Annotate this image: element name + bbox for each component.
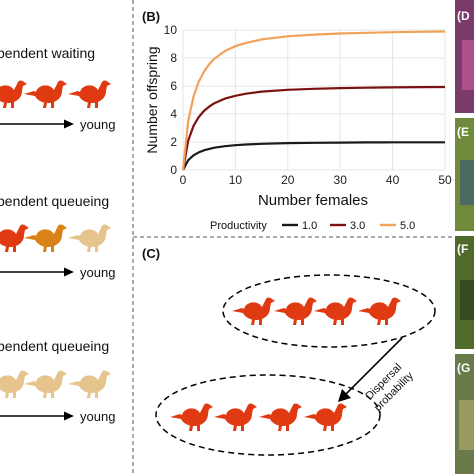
bird-icon (358, 297, 401, 325)
young-label-1: young (80, 117, 115, 132)
x-tick-label: 0 (180, 173, 187, 187)
bird-icon (259, 403, 302, 431)
panel-c: (C) Dispersal probability (142, 246, 436, 456)
legend-label-3.0: 3.0 (350, 220, 365, 232)
bird-group-lower (170, 403, 347, 431)
bird-icon (0, 370, 29, 398)
x-tick-label: 40 (386, 173, 400, 187)
photo-e-accent (460, 160, 474, 205)
grid (182, 29, 446, 171)
y-axis-label: Number offspring (144, 46, 160, 153)
x-tick-label: 10 (229, 173, 243, 187)
bird-icon (214, 403, 257, 431)
bird-icon (68, 370, 111, 398)
photo-strip: (D (E (F (G (455, 0, 474, 474)
legend: Productivity 1.0 3.0 5.0 (210, 220, 415, 232)
arrowhead-icon (64, 267, 74, 277)
line-chart: 0 10 20 30 40 50 0 2 4 6 8 10 Number females Numbe… (144, 23, 452, 232)
x-tick-label: 20 (281, 173, 295, 187)
bird-row-2 (0, 224, 111, 252)
photo-f-accent (460, 280, 474, 320)
young-label-2: young (80, 265, 115, 280)
bird-icon (232, 297, 275, 325)
panel-label-b: (B) (142, 9, 160, 24)
photo-label-g: (G (457, 361, 470, 375)
y-tick-label: 6 (170, 79, 177, 93)
series-line-1.0 (182, 141, 445, 171)
y-tick-label: 0 (170, 163, 177, 177)
legend-items: 1.0 3.0 5.0 (282, 220, 415, 232)
x-axis-ticks: 0 10 20 30 40 50 (180, 173, 452, 187)
young-label-3: young (80, 409, 115, 424)
dispersal-arrowhead-icon (338, 389, 351, 402)
bird-icon (24, 370, 67, 398)
bird-icon (24, 80, 67, 108)
bird-icon (68, 80, 111, 108)
panel-a: pendent waiting young pendent queueing y… (0, 45, 115, 424)
x-axis-label: Number females (258, 192, 368, 209)
photo-g-accent (459, 400, 474, 450)
legend-title: Productivity (210, 220, 267, 232)
dispersal-arrow-line (343, 337, 403, 397)
strategy-heading-1: pendent waiting (0, 45, 95, 61)
photo-d-accent (462, 40, 474, 90)
panel-label-c: (C) (142, 246, 160, 261)
legend-label-1.0: 1.0 (302, 220, 317, 232)
bird-icon (314, 297, 357, 325)
strategy-heading-3: pendent queueing (0, 338, 109, 354)
photo-label-d: (D (457, 9, 470, 23)
series-line-5.0 (181, 30, 446, 171)
bird-icon (170, 403, 213, 431)
arrowhead-icon (64, 411, 74, 421)
y-tick-label: 8 (170, 51, 177, 65)
bird-group-upper (232, 297, 401, 325)
strategy-heading-2: pendent queueing (0, 193, 109, 209)
y-axis-ticks: 0 2 4 6 8 10 (164, 23, 178, 177)
x-tick-label: 50 (438, 173, 452, 187)
series-line-3.0 (181, 85, 446, 171)
legend-label-5.0: 5.0 (400, 220, 415, 232)
bird-icon (68, 224, 111, 252)
group-outline-lower (155, 374, 381, 456)
x-tick-label: 30 (334, 173, 348, 187)
bird-row-1 (0, 80, 111, 108)
y-tick-label: 2 (170, 135, 177, 149)
bird-icon (0, 224, 29, 252)
bird-icon (24, 224, 67, 252)
bird-icon (304, 403, 347, 431)
bird-icon (0, 80, 27, 108)
y-tick-label: 4 (170, 107, 177, 121)
y-tick-label: 10 (164, 23, 178, 37)
arrowhead-icon (64, 119, 74, 129)
photo-label-e: (E (457, 125, 469, 139)
series-lines (181, 30, 446, 171)
bird-row-3 (0, 370, 111, 398)
panel-b: (B) 0 10 20 30 40 50 0 2 4 6 8 10 Number females N… (142, 9, 452, 232)
bird-icon (274, 297, 317, 325)
group-outline-upper (222, 274, 436, 348)
photo-label-f: (F (457, 242, 468, 256)
